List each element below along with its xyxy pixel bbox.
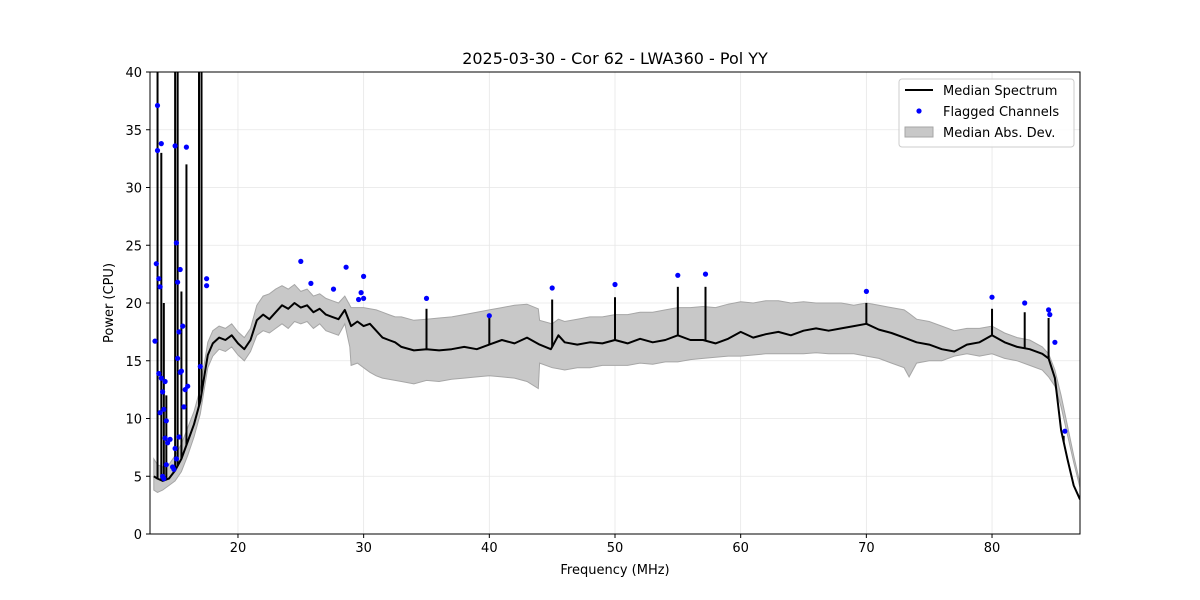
legend: Median Spectrum Flagged Channels Median … (898, 78, 1075, 148)
flagged-channel-point (162, 435, 168, 441)
x-tick-label: 80 (984, 541, 1001, 556)
flagged-channel-point (157, 284, 163, 290)
flagged-channel-point (330, 286, 337, 292)
flagged-channel-point (612, 281, 618, 288)
flagged-channel-point (1052, 339, 1058, 345)
y-tick-label: 10 (125, 413, 142, 428)
median-abs-dev-band (153, 283, 1080, 493)
flagged-channel-point (160, 389, 166, 395)
flagged-channel-point (702, 271, 709, 277)
y-tick-label: 25 (125, 239, 142, 254)
flagged-channel-point (197, 363, 203, 370)
y-tick-label: 0 (134, 528, 142, 543)
flagged-channel-point (177, 266, 183, 273)
flagged-channel-point (172, 143, 178, 149)
x-axis-ticks: 20 30 40 50 60 70 80 (230, 534, 1001, 556)
flagged-channel-point (172, 445, 178, 452)
flagged-channel-point (167, 436, 173, 442)
y-tick-label: 15 (125, 355, 142, 370)
x-tick-label: 60 (732, 541, 749, 556)
flagged-channel-point (1046, 307, 1052, 313)
x-tick-label: 20 (230, 541, 247, 556)
flagged-channel-point (180, 323, 186, 329)
y-tick-label: 30 (125, 182, 142, 197)
flagged-channel-point (156, 276, 162, 282)
flagged-channel-point (173, 456, 179, 462)
flagged-channel-point (308, 280, 314, 286)
flagged-channel-point (156, 370, 162, 377)
flagged-channel-point (181, 404, 187, 410)
flagged-channel-point (185, 383, 191, 389)
flagged-channel-point (152, 338, 158, 344)
x-tick-label: 30 (355, 541, 372, 556)
flagged-channel-point (176, 434, 182, 440)
flagged-channel-point (549, 285, 555, 291)
flagged-channel-point (157, 410, 163, 416)
legend-median-label: Median Spectrum (943, 84, 1057, 99)
flagged-channel-point (161, 476, 167, 482)
flagged-channel-point (177, 369, 183, 375)
flagged-channel-point (358, 290, 364, 296)
legend-flagged-label: Flagged Channels (943, 105, 1059, 120)
flagged-channel-point (361, 295, 367, 301)
flagged-channel-point (154, 147, 161, 154)
legend-mad-label: Median Abs. Dev. (943, 126, 1055, 141)
flagged-channel-point (158, 375, 164, 381)
flagged-channel-point (173, 240, 179, 246)
legend-box (898, 78, 1075, 148)
y-tick-label: 35 (125, 124, 142, 139)
flagged-channel-point (175, 355, 181, 361)
x-tick-label: 70 (858, 541, 875, 556)
flagged-channel-point (863, 288, 870, 294)
legend-flagged-swatch (916, 108, 922, 114)
y-tick-label: 40 (125, 66, 142, 81)
flagged-channel-point (675, 272, 681, 278)
flagged-channel-point (1022, 300, 1028, 306)
flagged-channel-point (158, 141, 164, 147)
y-axis-ticks: 0 5 10 15 20 25 30 35 40 (125, 66, 150, 543)
flagged-channel-point (176, 329, 182, 335)
flagged-channel-point (204, 276, 210, 282)
flagged-channel-point (162, 378, 168, 385)
flagged-channel-point (171, 466, 177, 472)
flagged-channel-point (989, 294, 995, 300)
median-spectrum-line (153, 302, 1080, 500)
flagged-channel-point (423, 295, 430, 301)
flagged-channel-point (1047, 312, 1053, 318)
y-tick-label: 5 (134, 470, 142, 485)
flagged-channel-point (356, 296, 362, 303)
flagged-channel-point (183, 144, 189, 150)
flagged-channel-point (343, 264, 349, 270)
x-tick-label: 40 (481, 541, 498, 556)
legend-mad-swatch (904, 126, 934, 138)
y-tick-label: 20 (125, 297, 142, 312)
flagged-channel-point (204, 283, 210, 289)
y-axis-label: Power (CPU) (102, 263, 117, 343)
flagged-channel-point (161, 406, 167, 412)
flagged-channel-point (154, 102, 161, 109)
flagged-channel-point (1062, 428, 1068, 434)
flagged-channel-point (175, 279, 181, 285)
flagged-channel-point (361, 273, 367, 279)
flagged-channel-point (163, 462, 169, 468)
flagged-channels (152, 102, 1068, 482)
chart-title: 2025-03-30 - Cor 62 - LWA360 - Pol YY (462, 49, 768, 68)
x-axis-label: Frequency (MHz) (560, 563, 669, 578)
flagged-channel-point (153, 261, 159, 267)
flagged-channel-point (163, 418, 169, 424)
x-tick-label: 50 (607, 541, 624, 556)
flagged-channel-point (298, 258, 304, 264)
flagged-channel-point (486, 313, 492, 319)
